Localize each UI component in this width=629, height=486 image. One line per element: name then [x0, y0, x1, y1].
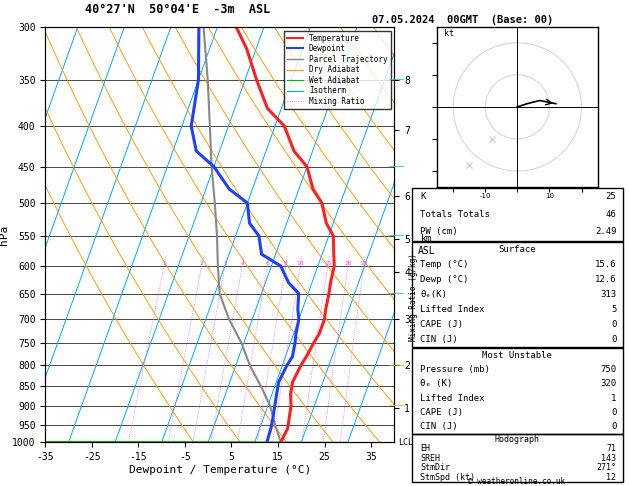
Text: CAPE (J): CAPE (J) — [420, 320, 464, 330]
Text: 313: 313 — [600, 290, 616, 299]
Text: 15.6: 15.6 — [595, 260, 616, 269]
Text: 320: 320 — [600, 380, 616, 388]
Text: 0: 0 — [611, 320, 616, 330]
Text: ——: —— — [389, 231, 406, 241]
Text: 4: 4 — [240, 261, 244, 266]
Text: 12.6: 12.6 — [595, 275, 616, 284]
Y-axis label: hPa: hPa — [0, 225, 9, 244]
Text: 10: 10 — [297, 261, 304, 266]
Text: Lifted Index: Lifted Index — [420, 305, 485, 314]
Text: 25: 25 — [360, 261, 367, 266]
Text: 271°: 271° — [596, 463, 616, 472]
Text: 15: 15 — [324, 261, 331, 266]
Text: ——: —— — [389, 162, 406, 171]
Text: Totals Totals: Totals Totals — [420, 210, 490, 219]
Y-axis label: km
ASL: km ASL — [418, 235, 435, 256]
Text: CAPE (J): CAPE (J) — [420, 408, 464, 417]
Text: kt: kt — [443, 29, 454, 38]
Text: 5: 5 — [611, 305, 616, 314]
Text: 20: 20 — [344, 261, 352, 266]
Legend: Temperature, Dewpoint, Parcel Trajectory, Dry Adiabat, Wet Adiabat, Isotherm, Mi: Temperature, Dewpoint, Parcel Trajectory… — [284, 31, 391, 109]
Text: Lifted Index: Lifted Index — [420, 394, 485, 402]
Text: © weatheronline.co.uk: © weatheronline.co.uk — [469, 476, 565, 486]
Text: θₑ (K): θₑ (K) — [420, 380, 453, 388]
Text: Temp (°C): Temp (°C) — [420, 260, 469, 269]
Text: 71: 71 — [606, 444, 616, 453]
Text: Dewp (°C): Dewp (°C) — [420, 275, 469, 284]
Text: 2.49: 2.49 — [595, 227, 616, 236]
Text: EH: EH — [420, 444, 430, 453]
Text: 0: 0 — [611, 408, 616, 417]
Text: 6: 6 — [265, 261, 269, 266]
Text: StmSpd (kt): StmSpd (kt) — [420, 473, 476, 482]
Text: 8: 8 — [284, 261, 287, 266]
Text: 07.05.2024  00GMT  (Base: 00): 07.05.2024 00GMT (Base: 00) — [372, 15, 553, 25]
Text: Pressure (mb): Pressure (mb) — [420, 365, 490, 374]
Text: 3: 3 — [223, 261, 227, 266]
Text: 750: 750 — [600, 365, 616, 374]
Text: 1: 1 — [611, 394, 616, 402]
Text: Surface: Surface — [499, 244, 536, 254]
Text: 0: 0 — [611, 422, 616, 431]
Text: CIN (J): CIN (J) — [420, 422, 458, 431]
Text: ——: —— — [389, 361, 406, 370]
Text: SREH: SREH — [420, 454, 440, 463]
Text: LCL: LCL — [398, 438, 413, 447]
X-axis label: Dewpoint / Temperature (°C): Dewpoint / Temperature (°C) — [129, 465, 311, 475]
Text: Most Unstable: Most Unstable — [482, 351, 552, 360]
Text: 46: 46 — [606, 210, 616, 219]
Text: StmDir: StmDir — [420, 463, 450, 472]
Text: 40°27'N  50°04'E  -3m  ASL: 40°27'N 50°04'E -3m ASL — [86, 3, 270, 17]
Text: ——: —— — [389, 401, 406, 410]
Text: 25: 25 — [606, 192, 616, 201]
Text: 143: 143 — [601, 454, 616, 463]
Text: ——: —— — [389, 289, 406, 298]
Text: θₑ(K): θₑ(K) — [420, 290, 447, 299]
Text: 0: 0 — [611, 335, 616, 345]
Text: Hodograph: Hodograph — [495, 435, 540, 444]
Text: 1: 1 — [162, 261, 166, 266]
Text: ——: —— — [389, 75, 406, 85]
Text: Mixing Ratio (g/kg): Mixing Ratio (g/kg) — [409, 253, 418, 341]
Text: 12: 12 — [606, 473, 616, 482]
Text: PW (cm): PW (cm) — [420, 227, 458, 236]
Text: 2: 2 — [200, 261, 204, 266]
Text: CIN (J): CIN (J) — [420, 335, 458, 345]
Text: K: K — [420, 192, 426, 201]
